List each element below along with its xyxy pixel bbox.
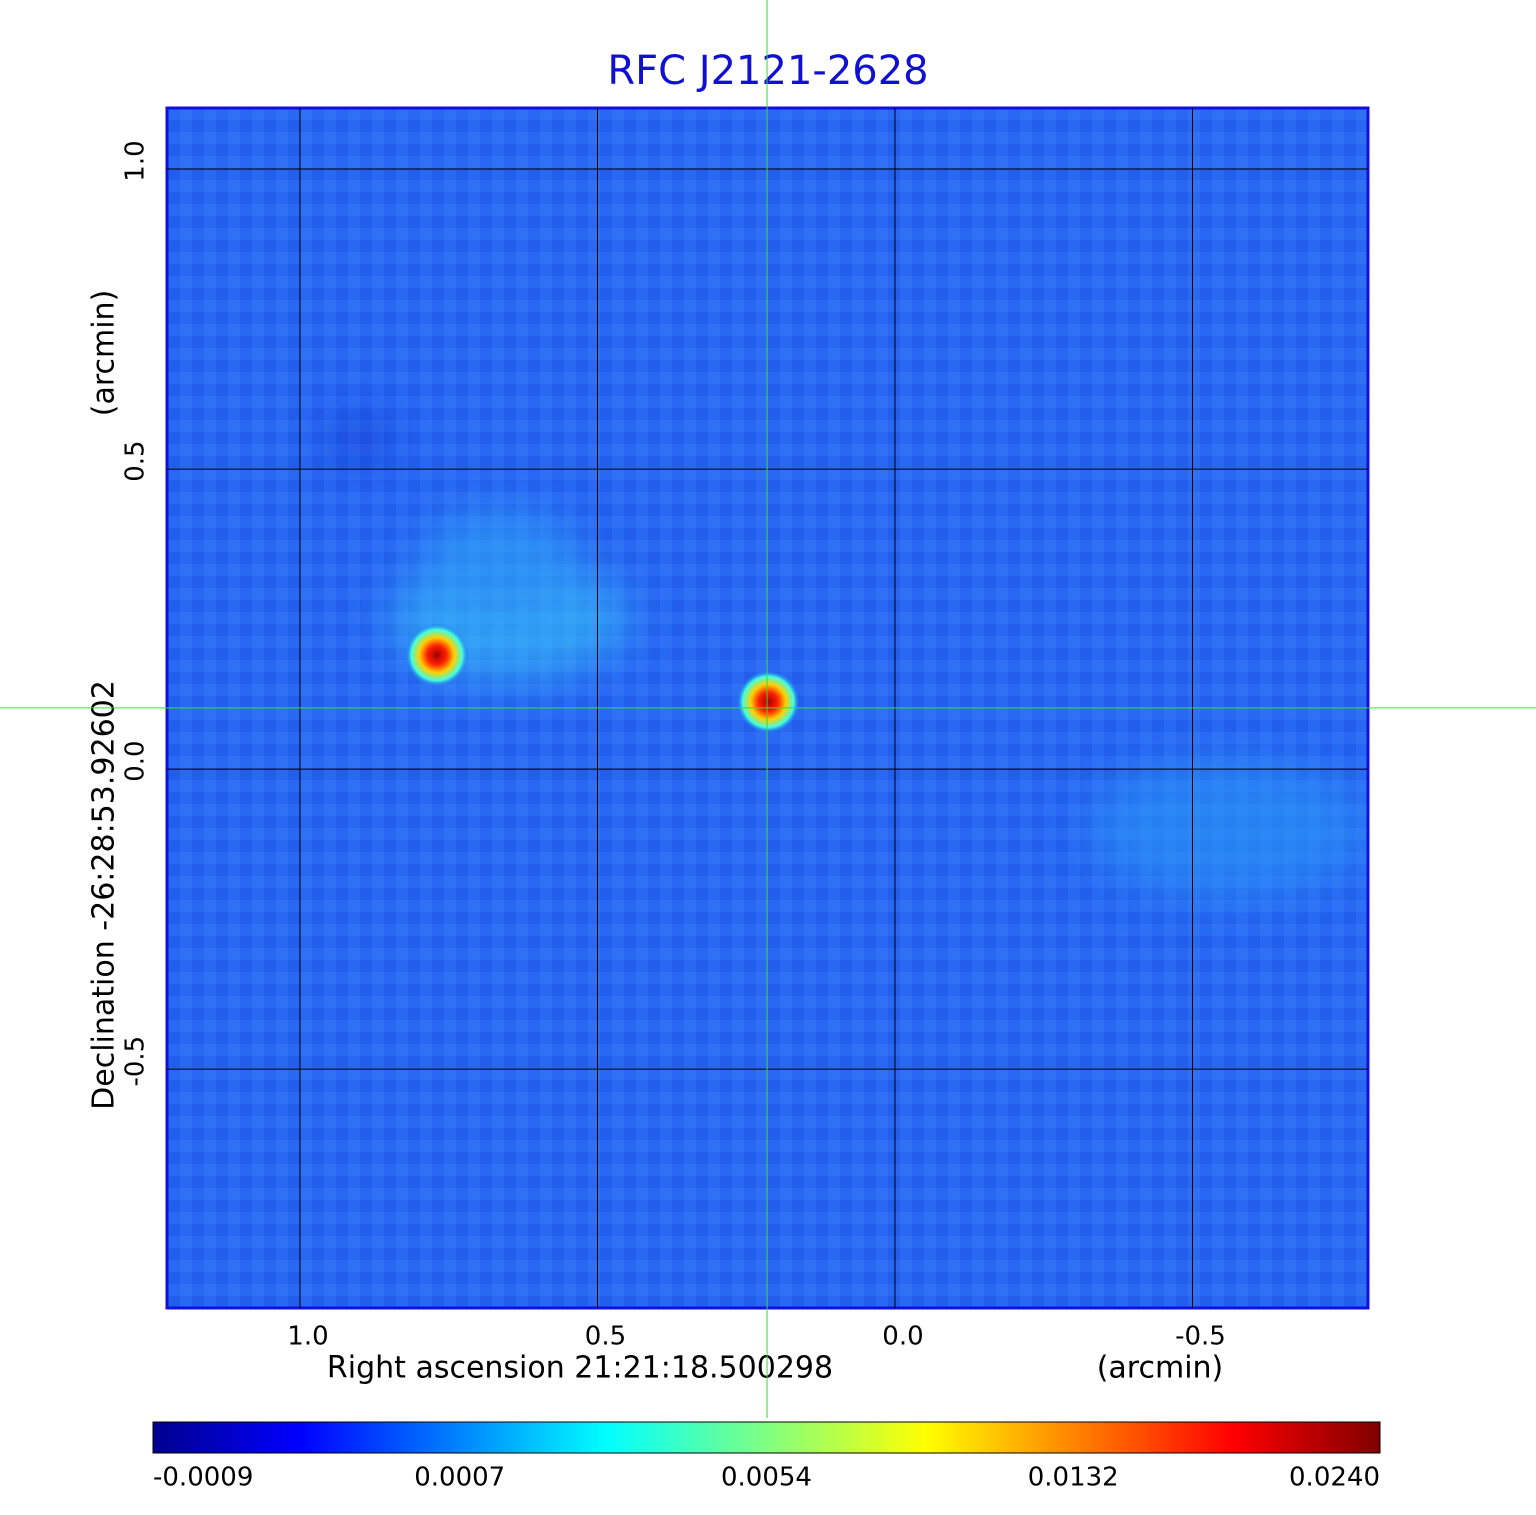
colorbar bbox=[152, 1421, 1381, 1454]
colorbar-label: 0.0007 bbox=[414, 1463, 505, 1493]
y-axis-label: Declination -26:28:53.92602 bbox=[87, 680, 122, 1110]
y-axis-unit: (arcmin) bbox=[87, 290, 122, 417]
chart-title: RFC J2121-2628 bbox=[607, 48, 928, 94]
y-tick-label: 0.0 bbox=[121, 740, 151, 781]
colorbar-label: -0.0009 bbox=[153, 1463, 253, 1493]
x-tick-label: 0.0 bbox=[882, 1322, 923, 1352]
x-axis-unit: (arcmin) bbox=[1097, 1351, 1224, 1386]
colorbar-label: 0.0132 bbox=[1028, 1463, 1119, 1493]
x-axis-label: Right ascension 21:21:18.500298 bbox=[327, 1351, 833, 1386]
y-tick-label: 1.0 bbox=[121, 140, 151, 181]
colorbar-label: 0.0054 bbox=[721, 1463, 812, 1493]
y-tick-label: 0.5 bbox=[121, 440, 151, 481]
colorbar-label: 0.0240 bbox=[1289, 1463, 1380, 1493]
source bbox=[404, 623, 469, 688]
x-tick-label: 0.5 bbox=[585, 1322, 626, 1352]
x-tick-label: 1.0 bbox=[287, 1322, 328, 1352]
x-tick-label: -0.5 bbox=[1175, 1322, 1226, 1352]
source bbox=[736, 669, 801, 734]
y-tick-label: -0.5 bbox=[121, 1036, 151, 1087]
